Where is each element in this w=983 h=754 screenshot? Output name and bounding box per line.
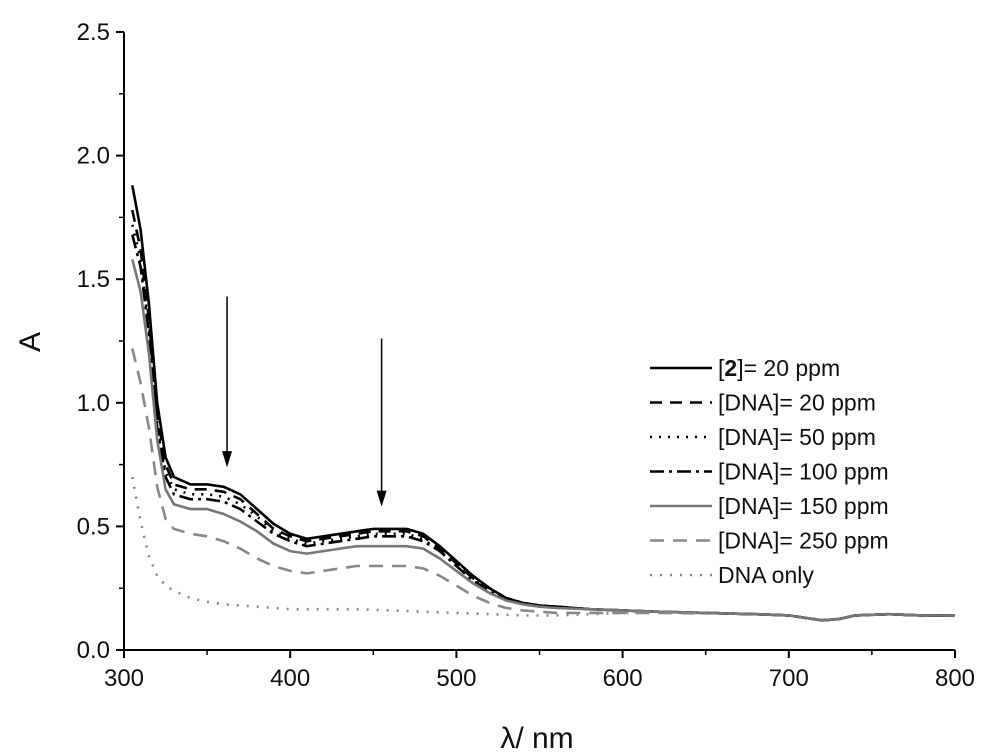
y-axis-title: A [14,332,47,352]
y-tick-label: 0.5 [77,513,110,540]
legend-label-6: [DNA]= 250 ppm [718,528,889,554]
axes: 300 400 500 600 700 800 0.0 0.5 1.0 1.5 2.0 2.5 [77,19,975,692]
legend-label-prefix: [ [718,355,725,381]
legend-label-3: [DNA]= 50 ppm [718,424,876,450]
y-tick-label: 0.0 [77,637,110,664]
y-tick-label: 2.5 [77,19,110,46]
legend-label-4: [DNA]= 100 ppm [718,459,889,485]
series-line-3 [131,224,955,622]
legend-label-1: [2]= 20 ppm [718,355,840,381]
y-tick-label: 1.0 [77,390,110,417]
arrow-1-head [222,451,233,468]
series-line-6 [131,348,706,615]
legend-label-2: [DNA]= 20 ppm [718,390,876,416]
legend-label-suffix: ]= 20 ppm [737,355,840,381]
legend: [2]= 20 ppm[DNA]= 20 ppm[DNA]= 50 ppm[DN… [650,355,889,588]
annotations [222,296,387,507]
x-tick-label: 300 [104,665,144,692]
plot-series [131,185,955,622]
series-line-5 [131,259,955,622]
legend-label-compound: 2 [724,355,737,381]
series-line-7 [131,476,656,617]
x-tick-label: 800 [935,665,975,692]
x-axis-title: λ/ nm [500,722,573,754]
legend-label-5: [DNA]= 150 ppm [718,493,889,519]
x-tick-label: 600 [603,665,643,692]
x-tick-label: 500 [436,665,476,692]
arrow-2-head [376,490,387,507]
y-tick-label: 1.5 [77,266,110,293]
x-tick-label: 400 [270,665,310,692]
series-line-2 [131,209,955,622]
y-tick-label: 2.0 [77,143,110,170]
legend-label-7: DNA only [718,562,814,588]
x-tick-label: 700 [769,665,809,692]
